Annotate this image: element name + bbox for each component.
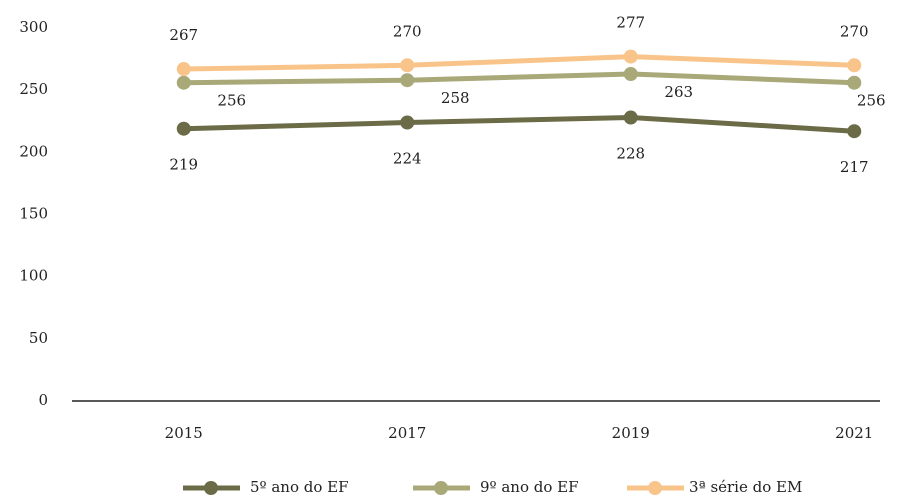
point	[847, 75, 862, 90]
point	[400, 58, 415, 73]
y-tick-label: 150	[19, 205, 48, 223]
point	[623, 110, 638, 125]
legend-label: 3ª série do EM	[689, 478, 802, 496]
data-label: 228	[616, 145, 645, 163]
data-label: 270	[840, 22, 869, 40]
legend-marker	[204, 481, 218, 495]
point	[176, 75, 191, 90]
data-label: 217	[840, 158, 869, 176]
y-tick-label: 100	[19, 267, 48, 285]
x-tick-label: 2021	[835, 424, 873, 442]
x-tick-label: 2015	[165, 424, 203, 442]
data-label: 219	[169, 156, 198, 174]
legend-label: 5º ano do EF	[250, 478, 349, 496]
y-tick-label: 200	[19, 142, 48, 160]
series-line	[183, 54, 855, 72]
data-label: 270	[393, 22, 422, 40]
x-tick-label: 2017	[388, 424, 426, 442]
series-line	[183, 71, 855, 86]
point	[400, 73, 415, 88]
data-label: 256	[217, 92, 246, 110]
data-label: 263	[664, 83, 693, 101]
legend-label: 9º ano do EF	[480, 478, 579, 496]
point	[847, 124, 862, 139]
point	[176, 62, 191, 77]
point	[847, 58, 862, 73]
y-tick-label: 300	[19, 18, 48, 36]
data-label: 224	[393, 149, 422, 167]
series-line	[183, 115, 855, 134]
x-tick-label: 2019	[612, 424, 650, 442]
point	[176, 121, 191, 136]
legend-marker	[648, 481, 662, 495]
point	[623, 67, 638, 82]
y-tick-label: 50	[29, 329, 48, 347]
data-label: 277	[616, 14, 645, 32]
legend-marker	[434, 481, 448, 495]
data-label: 256	[857, 92, 886, 110]
data-label: 258	[441, 89, 470, 107]
point	[400, 115, 415, 130]
point	[623, 49, 638, 64]
y-tick-label: 0	[38, 391, 48, 409]
data-label: 267	[169, 26, 198, 44]
y-tick-label: 250	[19, 80, 48, 98]
